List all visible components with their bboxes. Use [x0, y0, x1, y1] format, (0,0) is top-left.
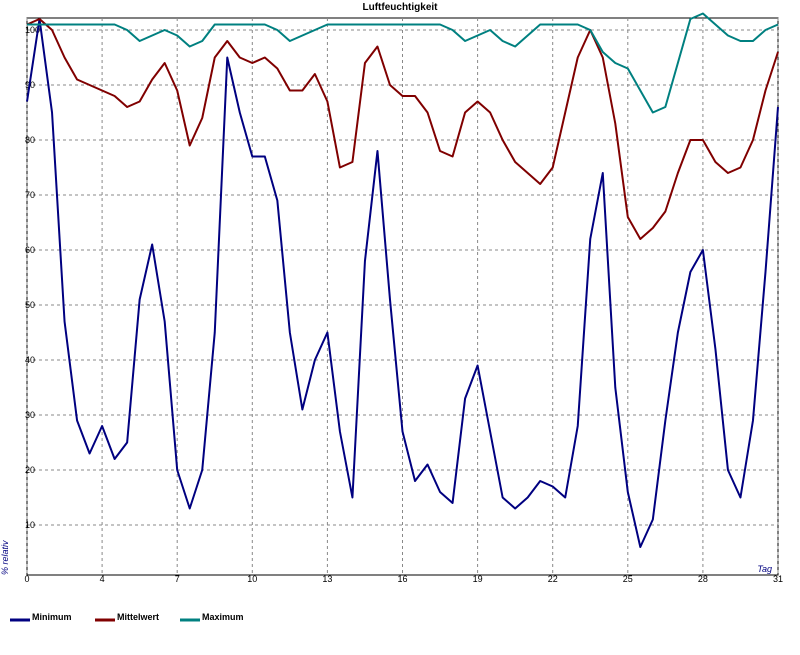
- y-tick-label: 30: [25, 410, 35, 420]
- x-tick-label: 7: [175, 574, 180, 584]
- y-axis-label: % relativ: [0, 540, 10, 575]
- x-tick-label: 28: [698, 574, 708, 584]
- x-tick-label: 13: [322, 574, 332, 584]
- y-tick-label: 10: [25, 520, 35, 530]
- y-tick-label: 50: [25, 300, 35, 310]
- y-tick-label: 20: [25, 465, 35, 475]
- data-line: [26, 18, 779, 548]
- x-tick-label: 4: [100, 574, 105, 584]
- y-tick-label: 100: [25, 25, 40, 35]
- x-tick-label: 19: [473, 574, 483, 584]
- x-tick-label: 0: [24, 574, 29, 584]
- legend-label: Minimum: [32, 612, 72, 622]
- x-tick-label: 10: [247, 574, 257, 584]
- x-tick-label: 31: [773, 574, 783, 584]
- y-tick-label: 70: [25, 190, 35, 200]
- x-axis-label: Tag: [757, 564, 772, 574]
- legend-label: Maximum: [202, 612, 244, 622]
- y-tick-label: 80: [25, 135, 35, 145]
- y-tick-label: 60: [25, 245, 35, 255]
- x-tick-label: 25: [623, 574, 633, 584]
- x-tick-label: 22: [548, 574, 558, 584]
- chart-title: Luftfeuchtigkeit: [363, 2, 439, 13]
- data-line: [26, 18, 779, 240]
- legend-label: Mittelwert: [117, 612, 159, 622]
- data-line: [27, 12, 779, 114]
- x-tick-label: 16: [397, 574, 407, 584]
- y-tick-label: 40: [25, 355, 35, 365]
